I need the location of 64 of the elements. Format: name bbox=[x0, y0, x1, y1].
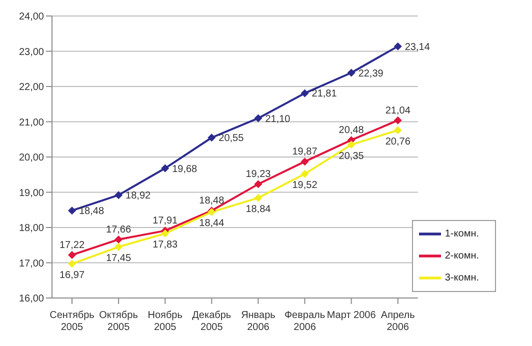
point bbox=[347, 140, 356, 149]
point bbox=[161, 164, 170, 172]
data-label: 19,23 bbox=[246, 169, 272, 180]
point bbox=[394, 116, 402, 124]
point bbox=[208, 134, 216, 142]
data-label: 21,81 bbox=[312, 88, 338, 100]
point bbox=[300, 158, 309, 166]
point bbox=[68, 250, 76, 259]
point bbox=[254, 180, 262, 188]
y-tick-label: 20,00 bbox=[18, 152, 44, 164]
point bbox=[394, 126, 402, 134]
y-tick-label: 19,00 bbox=[18, 188, 44, 199]
data-label: 20,55 bbox=[218, 133, 244, 144]
data-label: 16,97 bbox=[59, 270, 85, 281]
data-label: 20,76 bbox=[385, 136, 411, 148]
point bbox=[114, 242, 123, 251]
data-label: 17,83 bbox=[152, 240, 178, 251]
x-tick-label: Март 2006 bbox=[326, 310, 376, 321]
point bbox=[254, 194, 262, 202]
data-label: 21,10 bbox=[265, 114, 291, 125]
point bbox=[300, 170, 309, 178]
point bbox=[114, 191, 123, 200]
point bbox=[300, 89, 309, 98]
data-label: 20,35 bbox=[338, 150, 364, 162]
x-tick-label: Сентябрь 2005 bbox=[50, 310, 94, 333]
x-tick-label: Январь 2006 bbox=[241, 310, 276, 333]
data-label: 18,84 bbox=[246, 204, 272, 215]
data-label: 19,68 bbox=[172, 164, 198, 175]
data-label: 19,52 bbox=[292, 180, 318, 192]
data-label: 17,66 bbox=[106, 224, 132, 236]
data-label: 19,87 bbox=[292, 146, 318, 158]
x-tick-label: Февраль 2006 bbox=[284, 310, 326, 333]
point bbox=[114, 235, 123, 244]
x-tick-label: Декабрь 2005 bbox=[192, 310, 232, 333]
point bbox=[347, 68, 356, 77]
y-tick-label: 18,00 bbox=[18, 223, 44, 234]
data-label: 18,44 bbox=[199, 218, 225, 230]
data-label: 20,48 bbox=[338, 125, 364, 136]
legend-label: 2-комн. bbox=[444, 250, 479, 262]
data-label: 17,91 bbox=[152, 216, 178, 227]
y-tick-label: 24,00 bbox=[18, 12, 44, 23]
y-tick-label: 16,00 bbox=[18, 294, 44, 305]
data-label: 23,14 bbox=[404, 42, 430, 53]
data-label: 22,39 bbox=[358, 68, 384, 80]
legend-label: 1-комн. bbox=[444, 228, 479, 240]
y-tick-label: 23,00 bbox=[18, 46, 44, 58]
x-tick-label: Ноябрь 2005 bbox=[148, 310, 182, 333]
data-label: 18,48 bbox=[199, 196, 225, 207]
y-tick-label: 22,00 bbox=[18, 82, 44, 94]
y-tick-label: 21,00 bbox=[18, 117, 44, 128]
data-label: 18,92 bbox=[126, 190, 152, 202]
point bbox=[394, 42, 402, 50]
data-label: 18,48 bbox=[79, 206, 104, 218]
x-tick-label: Октябрь 2005 bbox=[99, 310, 138, 333]
point bbox=[68, 206, 76, 215]
data-label: 17,45 bbox=[106, 252, 132, 264]
data-label: 21,04 bbox=[385, 105, 411, 116]
data-label: 17,22 bbox=[59, 240, 85, 251]
y-tick-label: 17,00 bbox=[18, 258, 44, 270]
x-tick-label: Апрель 2006 bbox=[380, 310, 415, 333]
legend-label: 3-комн. bbox=[444, 272, 479, 284]
point bbox=[254, 114, 262, 122]
point bbox=[161, 229, 170, 238]
point bbox=[68, 260, 76, 268]
